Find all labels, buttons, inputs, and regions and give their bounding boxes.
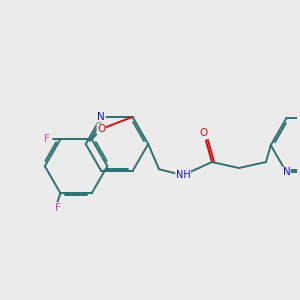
Text: N: N: [98, 112, 105, 122]
Text: NH: NH: [176, 170, 190, 180]
Text: O: O: [97, 124, 106, 134]
Text: N: N: [283, 167, 290, 177]
Text: F: F: [44, 134, 50, 144]
Text: O: O: [200, 128, 208, 138]
Text: F: F: [55, 203, 60, 213]
